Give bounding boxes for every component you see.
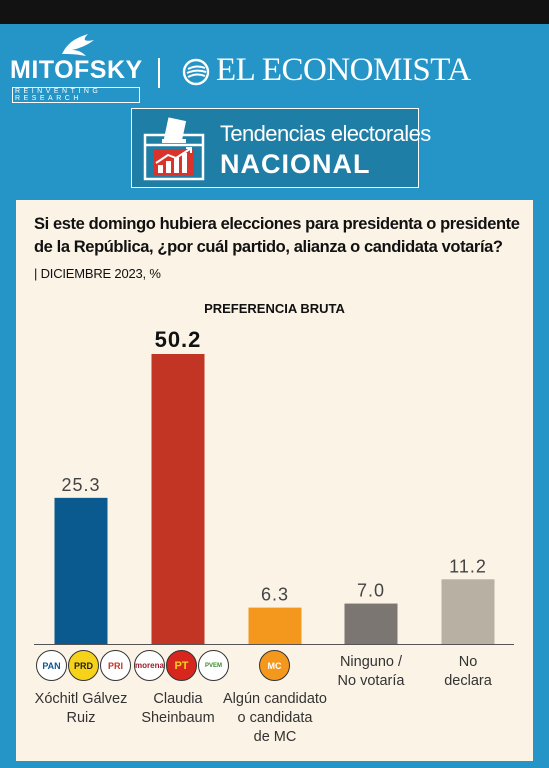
bird-icon <box>62 34 94 56</box>
category-label: Ninguno / No votaría <box>316 653 426 691</box>
brand-left-tagline: REINVENTING RESEARCH <box>12 87 140 103</box>
chart-title: PREFERENCIA BRUTA <box>204 301 345 316</box>
category-label: Xóchitl Gálvez Ruiz <box>26 690 136 728</box>
category-label-line: o candidata <box>237 710 313 726</box>
pt-logo-icon: PT <box>166 650 197 681</box>
mitofsky-logo: MITOFSKY REINVENTING RESEARCH <box>10 32 143 103</box>
category-label-line: Algún candidato <box>223 691 327 707</box>
category-label-line: No votaría <box>337 673 405 689</box>
xochitl-party-logos: PAN PRD PRI <box>36 650 131 682</box>
claudia-party-logos: morena PT PVEM <box>134 650 229 682</box>
banner-title-line1: Tendencias electorales <box>220 121 431 146</box>
pan-logo-icon: PAN <box>36 650 67 681</box>
survey-question: Si este domingo hubiera elecciones para … <box>34 215 520 256</box>
data-label: 50.2 <box>155 327 202 352</box>
banner-title-line2: NACIONAL <box>220 149 371 179</box>
category-label: Algún candidato o candidata de MC <box>220 690 330 747</box>
category-label: Claudia Sheinbaum <box>123 690 233 728</box>
data-label: 6.3 <box>261 585 289 605</box>
category-label-line: de MC <box>253 729 297 745</box>
brand-right-name: EL ECONOMISTA <box>216 52 471 88</box>
el-economista-logo: EL ECONOMISTA <box>182 52 471 89</box>
brand-left-name: MITOFSKY <box>10 56 143 84</box>
mc-party-logos: MC <box>259 650 290 682</box>
bar <box>248 607 302 644</box>
date-line: | DICIEMBRE 2023, % <box>34 266 161 281</box>
pvem-logo-icon: PVEM <box>198 650 229 681</box>
data-label: 7.0 <box>357 581 385 601</box>
category-label-line: Ruiz <box>66 710 96 726</box>
bar <box>441 579 495 644</box>
category-label: No declara <box>413 653 523 691</box>
bar <box>54 497 108 644</box>
data-label: 25.3 <box>61 475 100 495</box>
prd-logo-icon: PRD <box>68 650 99 681</box>
data-label: 11.2 <box>449 556 487 576</box>
globe-icon <box>182 59 210 86</box>
category-label-line: Ninguno / <box>339 654 403 670</box>
bar <box>151 354 205 644</box>
category-label-line: No <box>458 654 478 670</box>
bar <box>344 603 398 644</box>
pri-logo-icon: PRI <box>100 650 131 681</box>
title-banner: Tendencias electorales NACIONAL <box>131 108 431 188</box>
category-label-line: Xóchitl Gálvez <box>34 691 128 707</box>
ballot-box-icon <box>143 117 205 181</box>
category-label-line: Claudia <box>153 691 203 707</box>
morena-logo-icon: morena <box>134 650 165 681</box>
category-label-line: declara <box>444 673 492 689</box>
category-label-line: Sheinbaum <box>141 710 215 726</box>
brand-separator <box>158 58 160 88</box>
mc-logo-icon: MC <box>259 650 290 681</box>
